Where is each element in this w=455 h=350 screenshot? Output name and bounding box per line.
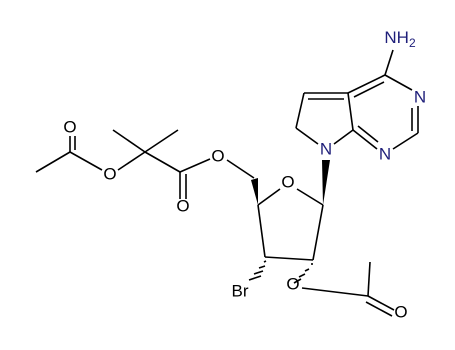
atom-label: O <box>394 302 407 321</box>
atom-label: O <box>281 172 294 191</box>
atom-labels: N N N O O O O O Br O O <box>63 87 426 321</box>
atom-label: N <box>414 87 426 106</box>
amine: NH2 <box>384 28 416 50</box>
atom-label: O <box>103 164 116 183</box>
wedges <box>251 160 330 205</box>
bonds <box>35 49 419 317</box>
atom-label: O <box>176 196 189 215</box>
amine-text: NH <box>384 28 409 47</box>
atom-label: N <box>320 139 332 158</box>
amine-subscript: 2 <box>409 36 416 50</box>
atom-label: O <box>211 146 224 165</box>
atom-label: O <box>286 274 299 293</box>
atom-label: Br <box>232 281 249 300</box>
atom-label: O <box>63 117 76 136</box>
atom-label: N <box>379 144 391 163</box>
